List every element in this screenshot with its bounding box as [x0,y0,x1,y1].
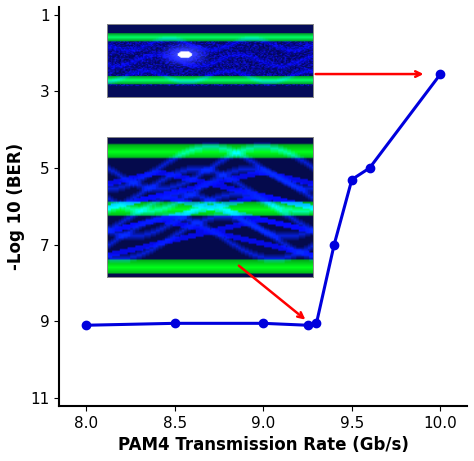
Y-axis label: -Log 10 (BER): -Log 10 (BER) [7,143,25,270]
X-axis label: PAM4 Transmission Rate (Gb/s): PAM4 Transmission Rate (Gb/s) [118,436,409,454]
